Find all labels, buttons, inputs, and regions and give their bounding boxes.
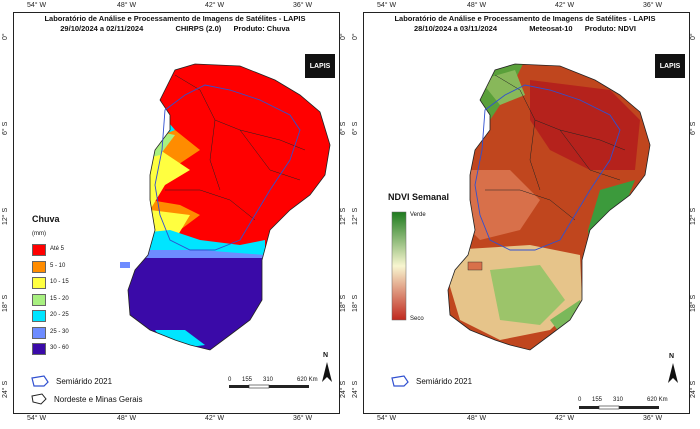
map-title: Laboratório de Análise e Processamento d… (44, 14, 306, 23)
legend-label: 5 - 10 (50, 262, 66, 269)
legend-unit: (mm) (32, 231, 46, 237)
y-tick: 0° (340, 33, 347, 40)
scale-label: 310 (263, 377, 274, 383)
x-tick: 42° W (205, 415, 225, 422)
x-tick: 36° W (643, 415, 663, 422)
y-tick: 12° S (2, 207, 9, 225)
scale-label: 155 (592, 397, 603, 403)
y-tick: 12° S (352, 207, 359, 225)
y-tick: 0° (2, 33, 9, 40)
y-tick: 6° S (2, 121, 9, 135)
y-tick: 6° S (340, 121, 347, 135)
legend-swatch (32, 326, 46, 339)
x-tick: 54° W (27, 415, 47, 422)
x-tick: 42° W (555, 2, 575, 9)
lapis-logo: LAPIS (305, 54, 335, 78)
scale-label: 620 Km (647, 397, 668, 403)
y-tick: 0° (352, 33, 359, 40)
y-tick: 24° S (340, 380, 347, 398)
legend-swatch (32, 293, 46, 306)
legend-label: Até 5 (50, 246, 65, 252)
rainfall-map-panel: Laboratório de Análise e Processamento d… (0, 2, 350, 422)
data-source: CHIRPS (2.0) (175, 24, 222, 33)
legend-title: Chuva (32, 214, 60, 224)
lapis-logo: LAPIS (655, 54, 685, 78)
map-subtitle: 29/10/2024 a 02/11/2024 CHIRPS (2.0) Pro… (0, 24, 350, 33)
legend-low-label: Seco (410, 316, 424, 322)
ndvi-map-canvas (391, 63, 678, 410)
x-tick: 36° W (643, 2, 663, 9)
map-subtitle: 28/10/2024 a 03/11/2024 Meteosat-10 Prod… (350, 24, 700, 33)
boundary-legend: Nordeste e Minas Gerais (54, 395, 143, 404)
scale-label: 0 (578, 397, 582, 403)
north-arrow-label: N (669, 353, 675, 360)
x-tick: 36° W (293, 415, 313, 422)
x-tick: 42° W (555, 415, 575, 422)
product-label: Produto: Chuva (233, 24, 290, 33)
y-tick: 0° (690, 33, 697, 40)
legend-high-label: Verde (410, 212, 426, 218)
y-tick: 24° S (352, 380, 359, 398)
x-tick: 42° W (205, 2, 225, 9)
y-tick: 18° S (690, 294, 697, 312)
legend-title: NDVI Semanal (388, 192, 450, 202)
legend-label: 10 - 15 (50, 279, 69, 285)
legend-swatch (32, 310, 46, 322)
y-tick: 12° S (690, 207, 697, 225)
x-tick: 54° W (377, 415, 397, 422)
legend-swatch (32, 277, 46, 289)
y-tick: 24° S (690, 380, 697, 398)
x-tick: 48° W (117, 415, 137, 422)
ndvi-map-panel: Laboratório de Análise e Processamento d… (350, 0, 700, 429)
semiarid-legend: Semiárido 2021 (416, 377, 473, 386)
y-tick: 6° S (352, 121, 359, 135)
product-label: Produto: NDVI (584, 24, 636, 33)
date-range: 28/10/2024 a 03/11/2024 (414, 24, 497, 33)
y-tick: 18° S (2, 294, 9, 312)
legend-label: 30 - 60 (50, 345, 69, 351)
data-source: Meteosat-10 (529, 24, 573, 33)
legend-label: 25 - 30 (50, 328, 69, 335)
x-tick: 48° W (117, 2, 137, 9)
legend-swatch (32, 343, 46, 355)
scale-label: 620 Km (297, 377, 318, 383)
rainfall-map-canvas (120, 63, 331, 351)
date-range: 29/10/2024 a 02/11/2024 (60, 24, 144, 33)
y-tick: 18° S (352, 294, 359, 312)
x-tick: 36° W (293, 2, 313, 9)
scale-label: 0 (228, 377, 232, 383)
semiarid-legend: Semiárido 2021 (56, 377, 113, 386)
y-tick: 6° S (690, 121, 697, 135)
x-tick: 54° W (27, 2, 47, 9)
north-arrow-label: N (323, 352, 329, 359)
x-tick: 54° W (377, 2, 397, 9)
legend-swatch (32, 260, 46, 273)
legend-label: 15 - 20 (50, 295, 69, 302)
map-title: Laboratório de Análise e Processamento d… (394, 14, 656, 23)
scale-label: 155 (242, 377, 253, 383)
y-tick: 24° S (2, 380, 9, 398)
y-tick: 12° S (340, 207, 347, 225)
x-tick: 48° W (467, 2, 487, 9)
legend-swatch (32, 244, 46, 256)
y-tick: 18° S (340, 294, 347, 312)
x-tick: 48° W (467, 415, 487, 422)
legend-label: 20 - 25 (50, 312, 69, 318)
scale-label: 310 (613, 397, 624, 403)
